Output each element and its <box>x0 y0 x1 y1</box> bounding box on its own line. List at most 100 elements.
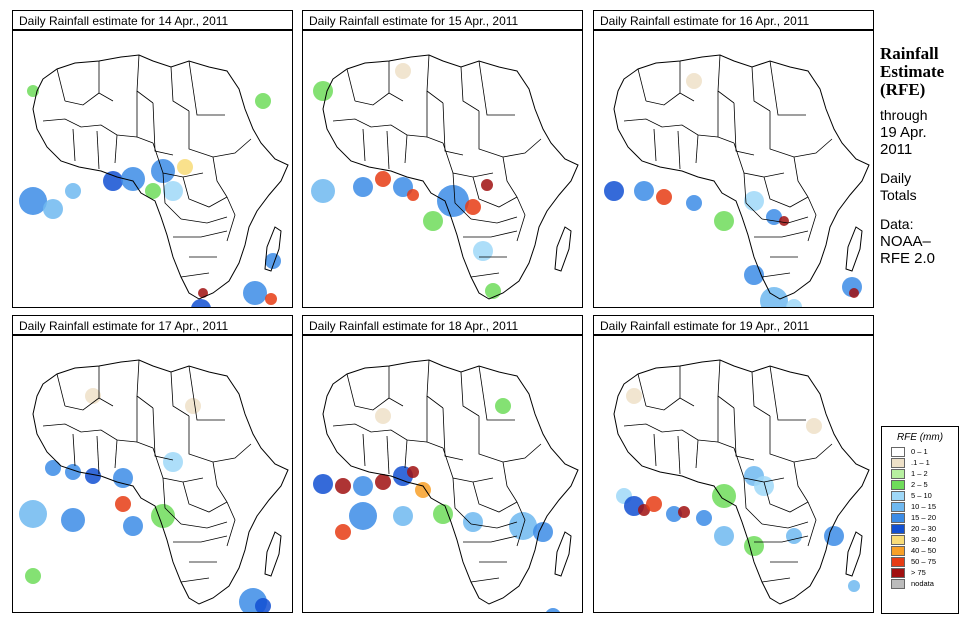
rain-cell <box>375 474 391 490</box>
africa-rainfall-map <box>302 335 583 613</box>
rain-cell <box>25 568 41 584</box>
rain-cell <box>766 209 782 225</box>
legend-swatch <box>891 501 905 512</box>
country-border <box>96 130 100 170</box>
rainfall-panel-1: Daily Rainfall estimate for 14 Apr., 201… <box>12 10 293 308</box>
country-border <box>212 443 252 463</box>
rain-cell <box>335 478 351 494</box>
country-border <box>442 407 464 461</box>
legend-item: > 75 <box>891 567 958 578</box>
rain-cell <box>113 468 133 488</box>
rain-cell <box>604 181 624 201</box>
rain-cell <box>666 506 682 522</box>
rain-cell <box>311 179 335 203</box>
rain-cell <box>313 81 333 101</box>
country-border <box>452 172 472 220</box>
country-border <box>212 156 228 198</box>
country-border <box>188 365 225 421</box>
legend-label: nodata <box>911 578 934 588</box>
country-border <box>64 92 100 106</box>
rainfall-panel-3: Daily Rainfall estimate for 16 Apr., 201… <box>593 10 874 308</box>
rain-cell <box>265 253 281 269</box>
legend-label: 10 – 15 <box>911 501 937 511</box>
country-border <box>182 481 228 513</box>
rain-cell <box>848 580 860 592</box>
country-borders <box>623 360 833 583</box>
rain-cell <box>177 159 193 175</box>
country-border <box>170 371 190 417</box>
country-border <box>769 111 795 158</box>
rain-cell <box>656 189 672 205</box>
rain-cell <box>415 482 431 498</box>
rain-cell <box>121 167 145 191</box>
ocean-rain-layer <box>616 388 860 592</box>
legend-item: 15 – 20 <box>891 512 958 523</box>
country-border <box>404 134 408 164</box>
country-border <box>637 373 647 407</box>
rain-cell <box>255 598 271 612</box>
country-border <box>769 365 806 421</box>
country-border <box>743 172 763 220</box>
rain-cell <box>626 388 642 404</box>
rain-cell <box>760 287 788 307</box>
country-border <box>162 477 182 525</box>
rain-cell <box>65 464 81 480</box>
legend-label: 5 – 10 <box>911 490 932 500</box>
rain-cell <box>806 418 822 434</box>
africa-rainfall-map <box>593 335 874 613</box>
rainfall-panel-6: Daily Rainfall estimate for 19 Apr., 201… <box>593 315 874 613</box>
legend-item: 2 – 5 <box>891 479 958 490</box>
country-border <box>72 128 76 162</box>
legend-label: 1 – 2 <box>911 468 928 478</box>
country-border <box>426 91 444 144</box>
rain-cell <box>465 199 481 215</box>
coastline <box>613 54 870 300</box>
country-border <box>717 396 735 449</box>
country-border <box>170 66 190 112</box>
rain-cell <box>61 508 85 532</box>
rain-cell <box>145 183 161 199</box>
rain-cell <box>786 528 802 544</box>
legend-item: 40 – 50 <box>891 545 958 556</box>
caption-title: Rainfall Estimate (RFE) <box>880 44 945 99</box>
rain-cell <box>243 281 267 305</box>
country-border <box>502 156 518 198</box>
country-border <box>793 156 809 198</box>
legend-item: 50 – 75 <box>891 556 958 567</box>
legend-title: RFE (mm) <box>896 432 944 443</box>
legend-label: 30 – 40 <box>911 534 937 544</box>
rain-cell <box>191 299 211 307</box>
country-border <box>114 134 118 164</box>
country-border <box>162 172 182 220</box>
rain-cell <box>646 496 662 512</box>
country-border <box>695 439 699 469</box>
country-border <box>677 130 681 170</box>
country-border <box>114 439 118 469</box>
rain-cell <box>375 171 391 187</box>
country-border <box>152 407 174 461</box>
legend-label: 0 – 1 <box>911 446 928 456</box>
country-border <box>188 111 214 158</box>
country-border <box>354 92 390 106</box>
country-border <box>173 230 228 238</box>
madagascar-outline <box>845 531 863 577</box>
country-border <box>56 373 66 407</box>
country-border <box>743 477 763 525</box>
rain-cell <box>407 189 419 201</box>
country-border <box>793 461 809 503</box>
country-border <box>751 371 771 417</box>
country-border <box>679 61 695 102</box>
country-border <box>226 501 236 547</box>
panel-title: Daily Rainfall estimate for 18 Apr., 201… <box>302 315 583 335</box>
rain-cell <box>103 171 123 191</box>
country-border <box>761 216 809 224</box>
country-border <box>332 118 428 138</box>
legend-swatch <box>891 446 905 457</box>
country-border <box>72 433 76 467</box>
country-border <box>470 216 518 224</box>
country-border <box>717 91 735 144</box>
rain-cell <box>754 476 774 496</box>
country-border <box>645 397 681 411</box>
rain-cell <box>85 468 101 484</box>
side-caption: Rainfall Estimate (RFE) through 19 Apr. … <box>880 44 965 268</box>
